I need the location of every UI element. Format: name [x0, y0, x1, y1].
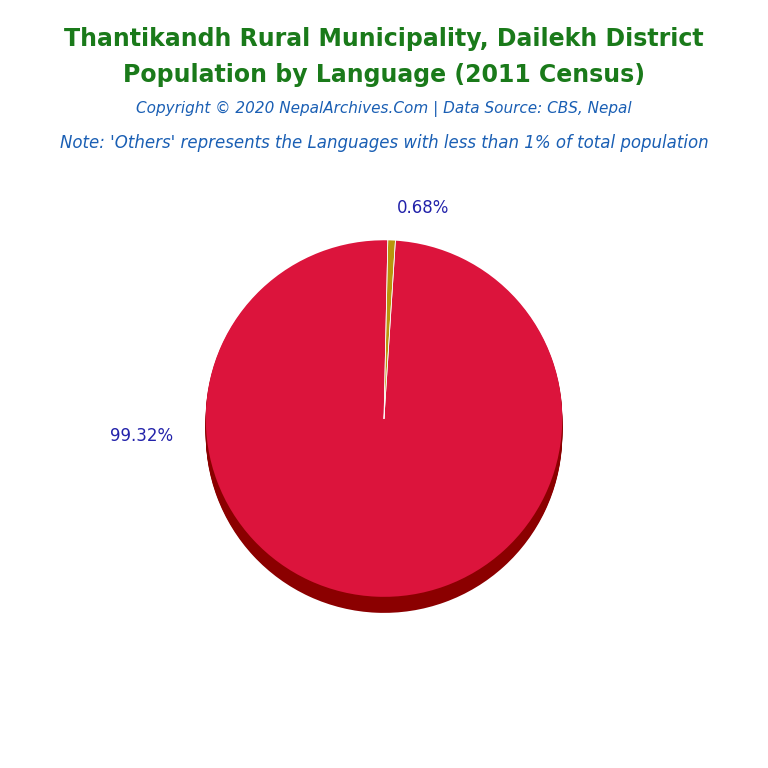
Wedge shape: [384, 246, 396, 424]
Wedge shape: [384, 253, 396, 432]
Wedge shape: [384, 244, 396, 423]
Wedge shape: [384, 248, 396, 426]
Wedge shape: [206, 243, 562, 600]
Wedge shape: [384, 254, 396, 432]
Wedge shape: [384, 249, 396, 427]
Wedge shape: [384, 241, 396, 419]
Wedge shape: [206, 246, 562, 602]
Wedge shape: [206, 244, 562, 601]
Wedge shape: [384, 240, 396, 419]
Wedge shape: [206, 255, 562, 612]
Wedge shape: [206, 249, 562, 605]
Text: Note: 'Others' represents the Languages with less than 1% of total population: Note: 'Others' represents the Languages …: [60, 134, 708, 152]
Wedge shape: [384, 247, 396, 425]
Wedge shape: [384, 243, 396, 422]
Text: Population by Language (2011 Census): Population by Language (2011 Census): [123, 63, 645, 87]
Wedge shape: [206, 248, 562, 604]
Wedge shape: [206, 240, 562, 597]
Wedge shape: [206, 241, 562, 598]
Wedge shape: [206, 252, 562, 608]
Text: Thantikandh Rural Municipality, Dailekh District: Thantikandh Rural Municipality, Dailekh …: [65, 27, 703, 51]
Wedge shape: [384, 251, 396, 429]
Text: Copyright © 2020 NepalArchives.Com | Data Source: CBS, Nepal: Copyright © 2020 NepalArchives.Com | Dat…: [136, 101, 632, 118]
Wedge shape: [206, 243, 562, 599]
Text: 0.68%: 0.68%: [396, 200, 449, 217]
Wedge shape: [384, 250, 396, 429]
Wedge shape: [206, 251, 562, 607]
Wedge shape: [206, 254, 562, 611]
Wedge shape: [206, 257, 562, 613]
Wedge shape: [206, 253, 562, 610]
Wedge shape: [384, 257, 396, 435]
Legend: Nepali (18,767), Others (129): Nepali (18,767), Others (129): [197, 763, 571, 768]
Wedge shape: [384, 243, 396, 421]
Wedge shape: [384, 252, 396, 430]
Wedge shape: [206, 250, 562, 607]
Wedge shape: [384, 255, 396, 434]
Wedge shape: [206, 247, 562, 603]
Text: 99.32%: 99.32%: [111, 427, 174, 445]
